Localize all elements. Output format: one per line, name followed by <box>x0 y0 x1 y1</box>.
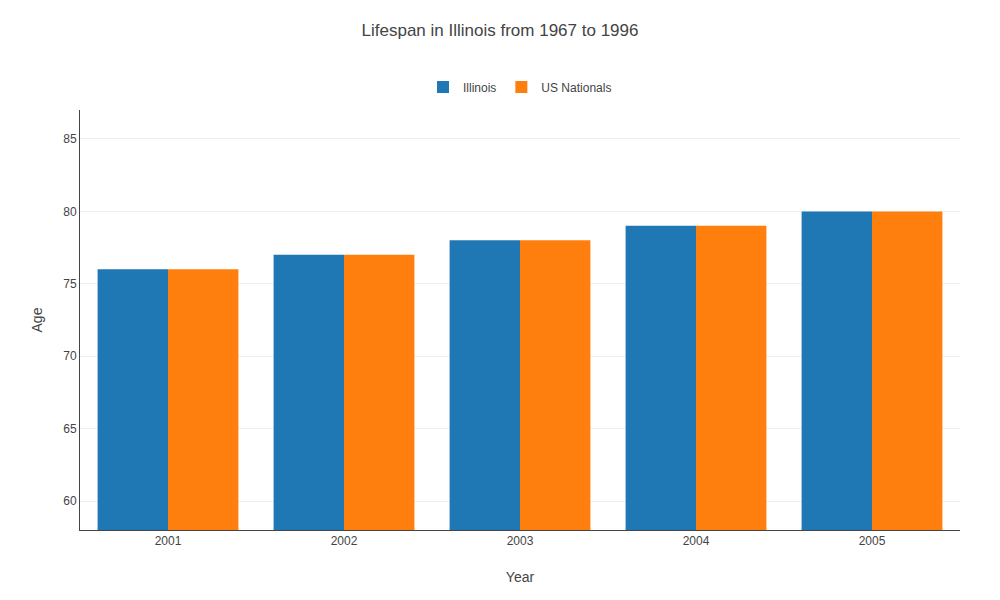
svg-text:Lifespan in Illinois from 1967: Lifespan in Illinois from 1967 to 1996 <box>362 21 639 40</box>
svg-text:65: 65 <box>63 422 77 436</box>
svg-text:60: 60 <box>63 494 77 508</box>
svg-text:Year: Year <box>506 569 535 585</box>
svg-text:80: 80 <box>63 205 77 219</box>
svg-text:2004: 2004 <box>683 534 710 548</box>
svg-text:2005: 2005 <box>859 534 886 548</box>
svg-text:2003: 2003 <box>507 534 534 548</box>
svg-text:US Nationals: US Nationals <box>541 81 611 95</box>
svg-text:Age: Age <box>29 307 45 332</box>
svg-text:70: 70 <box>63 349 77 363</box>
svg-text:2002: 2002 <box>331 534 358 548</box>
svg-text:Illinois: Illinois <box>463 81 496 95</box>
svg-text:75: 75 <box>63 277 77 291</box>
svg-text:2001: 2001 <box>155 534 182 548</box>
svg-text:85: 85 <box>63 132 77 146</box>
